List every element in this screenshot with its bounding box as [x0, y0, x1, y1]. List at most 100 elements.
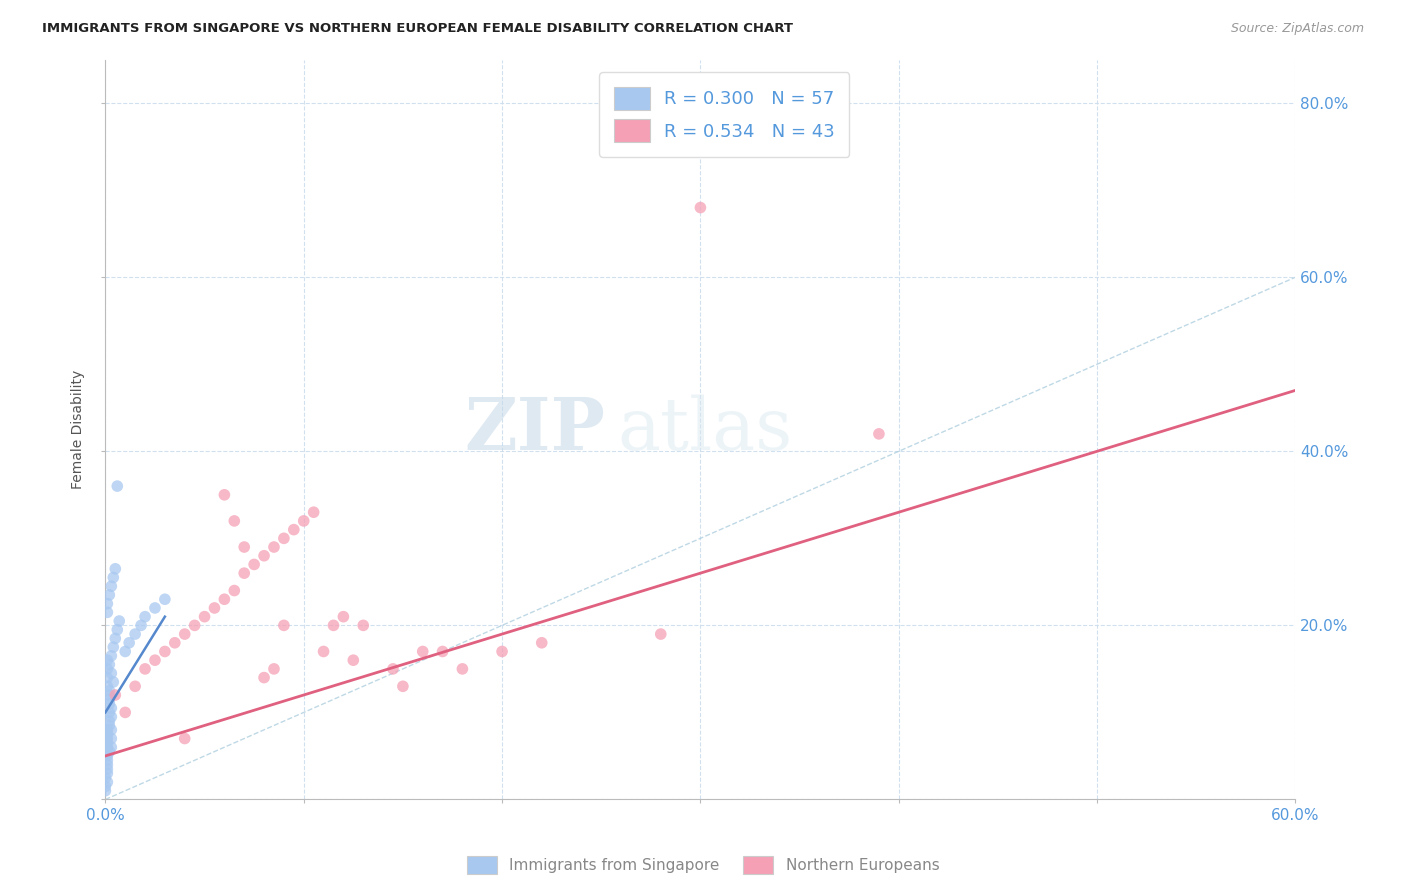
- Point: [104, 562, 127, 576]
- Point: [118, 636, 141, 650]
- Point: [214, 592, 236, 607]
- Point: [100, 579, 122, 593]
- Point: [153, 644, 176, 658]
- Point: [689, 201, 711, 215]
- Point: [312, 644, 335, 658]
- Point: [650, 627, 672, 641]
- Point: [302, 505, 325, 519]
- Point: [94, 783, 117, 797]
- Point: [143, 653, 166, 667]
- Point: [143, 601, 166, 615]
- Point: [352, 618, 374, 632]
- Point: [94, 740, 117, 755]
- Point: [342, 653, 364, 667]
- Point: [114, 644, 136, 658]
- Y-axis label: Female Disability: Female Disability: [72, 370, 86, 489]
- Point: [530, 636, 553, 650]
- Point: [233, 540, 256, 554]
- Point: [96, 775, 118, 789]
- Point: [332, 609, 354, 624]
- Point: [263, 540, 285, 554]
- Point: [273, 618, 295, 632]
- Point: [96, 740, 118, 755]
- Point: [412, 644, 434, 658]
- Point: [96, 766, 118, 780]
- Point: [96, 597, 118, 611]
- Point: [96, 736, 118, 750]
- Point: [98, 706, 121, 720]
- Point: [98, 718, 121, 732]
- Point: [100, 723, 122, 737]
- Point: [163, 636, 186, 650]
- Point: [243, 558, 266, 572]
- Point: [104, 632, 127, 646]
- Point: [96, 748, 118, 763]
- Legend: R = 0.300   N = 57, R = 0.534   N = 43: R = 0.300 N = 57, R = 0.534 N = 43: [599, 72, 849, 157]
- Point: [100, 740, 122, 755]
- Point: [98, 688, 121, 702]
- Point: [96, 671, 118, 685]
- Point: [96, 762, 118, 776]
- Point: [96, 679, 118, 693]
- Point: [134, 662, 156, 676]
- Point: [392, 679, 415, 693]
- Point: [96, 723, 118, 737]
- Point: [491, 644, 513, 658]
- Point: [98, 588, 121, 602]
- Point: [204, 601, 226, 615]
- Point: [100, 666, 122, 681]
- Point: [105, 623, 128, 637]
- Point: [183, 618, 205, 632]
- Point: [134, 609, 156, 624]
- Point: [103, 675, 125, 690]
- Point: [94, 723, 117, 737]
- Point: [96, 727, 118, 741]
- Point: [382, 662, 405, 676]
- Point: [94, 771, 117, 785]
- Point: [96, 757, 118, 772]
- Point: [94, 748, 117, 763]
- Text: atlas: atlas: [617, 394, 793, 465]
- Point: [100, 731, 122, 746]
- Point: [263, 662, 285, 676]
- Text: IMMIGRANTS FROM SINGAPORE VS NORTHERN EUROPEAN FEMALE DISABILITY CORRELATION CHA: IMMIGRANTS FROM SINGAPORE VS NORTHERN EU…: [42, 22, 793, 36]
- Point: [103, 640, 125, 654]
- Point: [273, 532, 295, 546]
- Point: [124, 627, 146, 641]
- Point: [173, 627, 195, 641]
- Point: [98, 745, 121, 759]
- Point: [94, 731, 117, 746]
- Point: [114, 706, 136, 720]
- Point: [96, 653, 118, 667]
- Point: [432, 644, 454, 658]
- Point: [96, 731, 118, 746]
- Point: [451, 662, 474, 676]
- Point: [96, 605, 118, 619]
- Point: [173, 731, 195, 746]
- Point: [100, 648, 122, 663]
- Point: [224, 583, 246, 598]
- Text: Source: ZipAtlas.com: Source: ZipAtlas.com: [1230, 22, 1364, 36]
- Point: [193, 609, 215, 624]
- Text: ZIP: ZIP: [464, 394, 605, 465]
- Point: [98, 692, 121, 706]
- Point: [153, 592, 176, 607]
- Point: [868, 426, 890, 441]
- Point: [253, 549, 276, 563]
- Point: [94, 780, 117, 794]
- Point: [253, 671, 276, 685]
- Point: [98, 657, 121, 672]
- Point: [214, 488, 236, 502]
- Point: [322, 618, 344, 632]
- Point: [98, 714, 121, 728]
- Point: [124, 679, 146, 693]
- Point: [224, 514, 246, 528]
- Point: [108, 614, 131, 628]
- Point: [103, 570, 125, 584]
- Point: [233, 566, 256, 581]
- Point: [98, 697, 121, 711]
- Point: [96, 753, 118, 767]
- Point: [129, 618, 152, 632]
- Point: [104, 688, 127, 702]
- Point: [283, 523, 305, 537]
